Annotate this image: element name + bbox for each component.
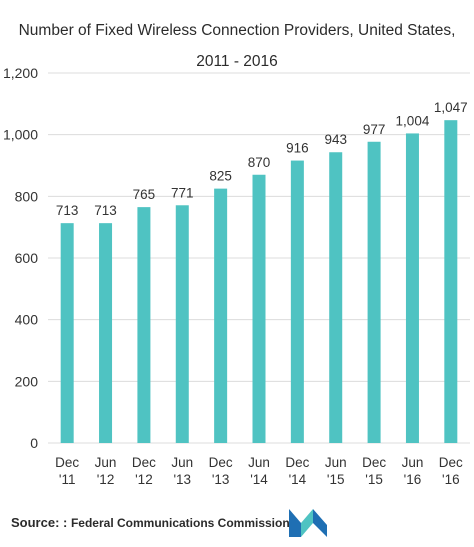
source-line: Source: : Federal Communications Commiss…	[11, 515, 290, 530]
bar	[99, 223, 113, 443]
source-label: Source: :	[11, 515, 68, 530]
x-tick-label: Dec	[439, 455, 463, 470]
data-label: 825	[209, 169, 232, 184]
data-label: 771	[171, 185, 194, 200]
data-label: 713	[94, 203, 117, 218]
x-tick-label: Dec	[209, 455, 233, 470]
x-tick-label: Dec	[132, 455, 156, 470]
x-tick-label: '11	[59, 472, 76, 487]
bar	[252, 174, 266, 443]
y-tick-label: 200	[15, 373, 39, 389]
x-tick-label: '15	[327, 472, 345, 487]
x-tick-label: '14	[250, 472, 268, 487]
bar	[405, 133, 419, 443]
data-label: 916	[286, 141, 309, 156]
y-tick-label: 1,000	[3, 127, 38, 143]
bar	[444, 120, 458, 444]
x-tick-label: Jun	[171, 455, 193, 470]
x-tick-label: Dec	[362, 455, 386, 470]
chart-title: Number of Fixed Wireless Connection Prov…	[18, 22, 456, 39]
bar	[214, 188, 228, 443]
chart-subtitle: 2011 - 2016	[196, 53, 278, 70]
x-tick-label: '13	[212, 472, 230, 487]
bar	[290, 160, 304, 444]
x-tick-label: Jun	[402, 455, 424, 470]
data-label: 1,004	[396, 113, 430, 128]
bar	[60, 223, 74, 443]
bar	[137, 207, 151, 443]
bar	[175, 205, 189, 443]
source-text: Federal Communications Commission	[70, 516, 290, 530]
x-tick-label: Jun	[325, 455, 347, 470]
x-tick-label: '12	[135, 472, 153, 487]
x-tick-label: Jun	[248, 455, 270, 470]
y-tick-label: 0	[30, 435, 38, 451]
x-tick-label: '14	[289, 472, 307, 487]
bar-chart: 0 200 400 600 800 1,000 1,200 713 Dec '11 713 Jun '1…	[3, 65, 470, 487]
data-label: 713	[56, 203, 79, 218]
x-tick-label: '15	[365, 472, 383, 487]
x-tick-label: Jun	[95, 455, 117, 470]
data-label: 870	[248, 155, 271, 170]
data-label: 1,047	[434, 100, 468, 115]
x-tick-label: Dec	[55, 455, 79, 470]
data-label: 977	[363, 122, 386, 137]
x-tick-label: '16	[404, 472, 422, 487]
bar	[329, 152, 343, 443]
y-tick-label: 800	[15, 188, 39, 204]
y-tick-label: 400	[15, 312, 39, 328]
data-label: 765	[133, 187, 156, 202]
x-tick-label: '13	[173, 472, 191, 487]
bar	[367, 141, 381, 443]
x-tick-label: '12	[97, 472, 115, 487]
x-tick-label: '16	[442, 472, 460, 487]
mordor-logo-icon	[289, 509, 327, 537]
x-tick-label: Dec	[285, 455, 309, 470]
y-tick-label: 1,200	[3, 65, 38, 81]
y-tick-label: 600	[15, 250, 39, 266]
data-label: 943	[324, 132, 347, 147]
